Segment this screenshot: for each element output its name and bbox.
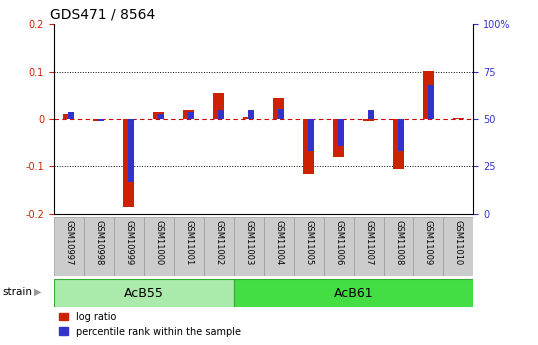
Bar — [68, 112, 74, 119]
Legend: log ratio, percentile rank within the sample: log ratio, percentile rank within the sa… — [59, 312, 241, 337]
Bar — [414, 217, 443, 276]
Bar — [204, 217, 233, 276]
Bar — [423, 71, 434, 119]
Bar — [183, 109, 194, 119]
Text: GSM11007: GSM11007 — [364, 220, 373, 266]
Text: GDS471 / 8564: GDS471 / 8564 — [49, 8, 155, 22]
Bar — [233, 279, 473, 307]
Text: GSM11001: GSM11001 — [184, 220, 193, 266]
Text: GSM11010: GSM11010 — [454, 220, 463, 266]
Text: GSM10998: GSM10998 — [94, 220, 103, 266]
Bar — [264, 217, 294, 276]
Bar — [174, 217, 204, 276]
Bar — [278, 109, 284, 119]
Bar — [114, 217, 144, 276]
Bar — [84, 217, 114, 276]
Bar — [338, 119, 344, 146]
Bar — [333, 119, 344, 157]
Bar — [323, 217, 353, 276]
Text: GSM10999: GSM10999 — [124, 220, 133, 266]
Bar — [144, 217, 174, 276]
Bar — [218, 109, 224, 119]
Bar — [93, 119, 104, 121]
Text: GSM11008: GSM11008 — [394, 220, 403, 266]
Bar — [249, 110, 254, 119]
Text: AcB61: AcB61 — [334, 287, 373, 300]
Bar — [129, 119, 134, 181]
Text: GSM11003: GSM11003 — [244, 220, 253, 266]
Bar — [303, 119, 314, 174]
Bar — [213, 93, 224, 119]
Bar — [308, 119, 314, 151]
Text: GSM11004: GSM11004 — [274, 220, 283, 266]
Text: GSM11009: GSM11009 — [424, 220, 433, 266]
Bar — [353, 217, 384, 276]
Bar — [393, 119, 404, 169]
Bar — [243, 117, 254, 119]
Bar — [363, 119, 374, 121]
Text: GSM11002: GSM11002 — [214, 220, 223, 266]
Bar — [54, 217, 84, 276]
Text: GSM11005: GSM11005 — [304, 220, 313, 266]
Bar — [443, 217, 473, 276]
Bar — [398, 119, 404, 151]
Bar — [63, 114, 74, 119]
Bar — [273, 98, 284, 119]
Bar — [98, 119, 104, 121]
Text: AcB55: AcB55 — [124, 287, 164, 300]
Text: GSM11006: GSM11006 — [334, 220, 343, 266]
Bar — [428, 85, 434, 119]
Text: GSM10997: GSM10997 — [64, 220, 73, 266]
Text: ▶: ▶ — [34, 287, 41, 296]
Bar — [368, 109, 373, 119]
Bar — [294, 217, 323, 276]
Bar — [123, 119, 134, 207]
Bar — [54, 279, 233, 307]
Bar — [153, 112, 165, 119]
Text: GSM11000: GSM11000 — [154, 220, 163, 266]
Bar — [158, 114, 164, 119]
Bar — [384, 217, 414, 276]
Text: strain: strain — [3, 287, 33, 296]
Bar — [188, 112, 194, 119]
Bar — [233, 217, 264, 276]
Bar — [453, 118, 464, 119]
